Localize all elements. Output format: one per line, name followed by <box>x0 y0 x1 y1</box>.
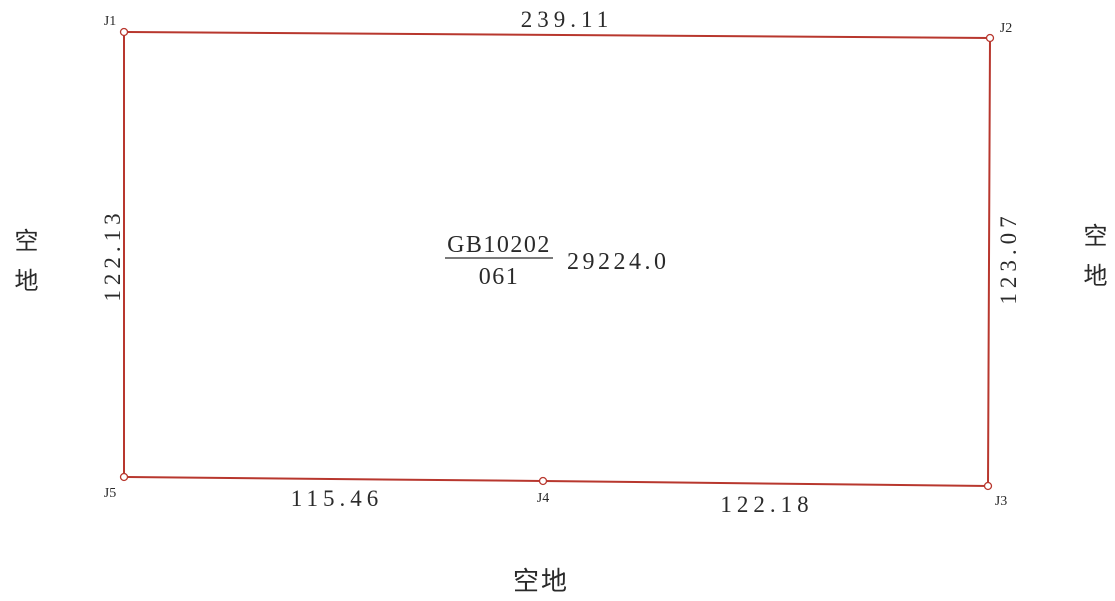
edge-length-j1-j5: 122.13 <box>100 208 125 301</box>
vertex-marker-j5 <box>119 472 129 482</box>
vertex-marker-j1 <box>119 27 129 37</box>
vertex-marker-j4 <box>538 476 548 486</box>
vertex-marker-j3 <box>983 481 993 491</box>
neighbor-east-label: 空地 <box>1079 223 1107 303</box>
vertex-label-j3: J3 <box>995 494 1007 509</box>
parcel-sub-code: 061 <box>479 264 520 290</box>
neighbor-south-label: 空地 <box>513 567 570 597</box>
edge-length-j1-j2: 239.11 <box>521 7 613 32</box>
edge-length-j2-j3: 123.07 <box>996 211 1021 304</box>
vertex-label-j4: J4 <box>537 491 549 506</box>
vertex-marker-j2 <box>985 33 995 43</box>
vertex-label-j2: J2 <box>1000 21 1012 36</box>
edge-length-j4-j3: 122.18 <box>720 492 813 517</box>
neighbor-west-label: 空地 <box>10 228 38 308</box>
parcel-area: 29224.0 <box>567 249 670 275</box>
vertex-label-j5: J5 <box>104 486 116 501</box>
parcel-code: GB10202 <box>447 232 551 258</box>
edge-length-j5-j4: 115.46 <box>291 486 383 511</box>
vertex-label-j1: J1 <box>104 14 116 29</box>
parcel-boundary <box>123 30 992 488</box>
